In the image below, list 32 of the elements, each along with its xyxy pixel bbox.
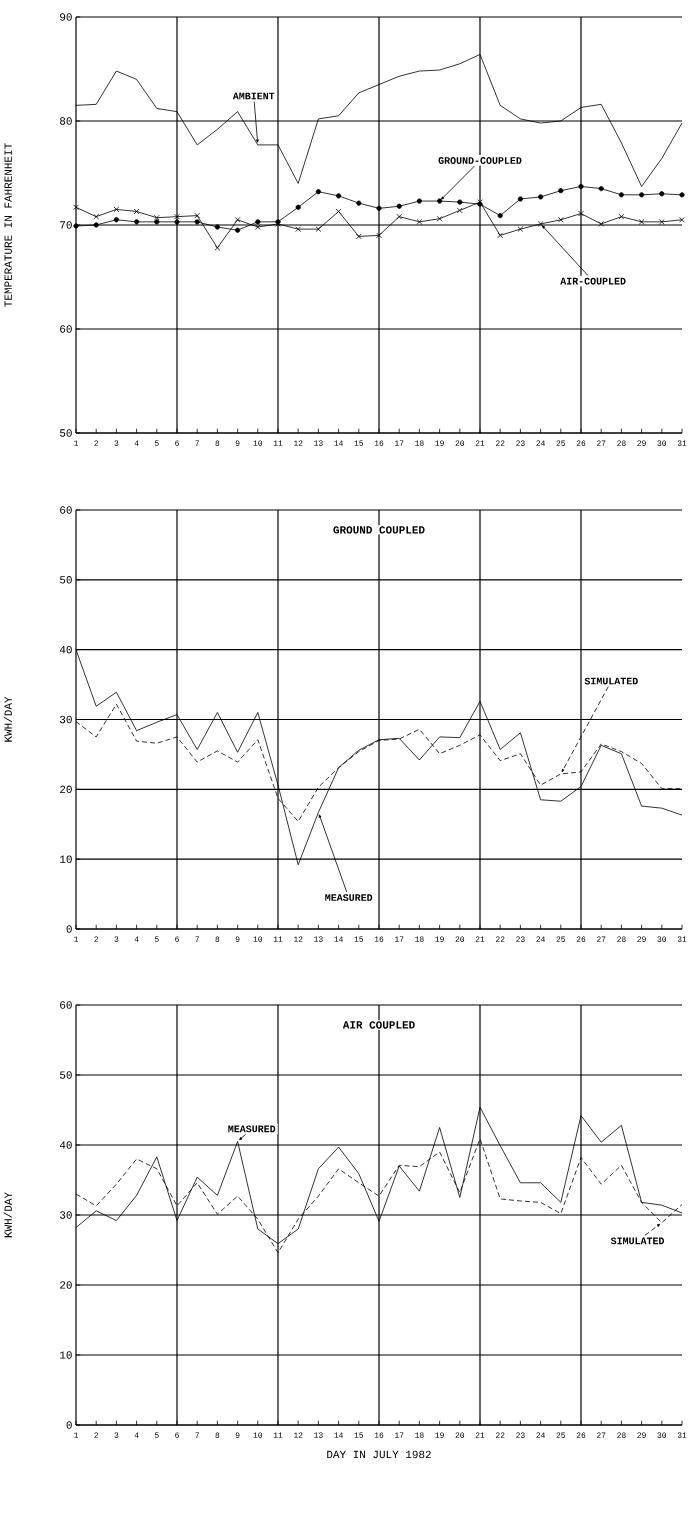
- y-tick-label: 20: [60, 1281, 72, 1289]
- y-tick-label: 10: [60, 855, 72, 863]
- text: MEASURED: [325, 894, 373, 901]
- y-tick-label: 60: [60, 506, 72, 514]
- y-tick-label: 10: [60, 1351, 72, 1359]
- series-label: AMBIENT: [232, 92, 275, 100]
- y-axis-title: TEMPERATURE IN FAHRENHEIT: [4, 143, 12, 307]
- series-label: MEASURED: [228, 1125, 276, 1133]
- y-tick-label: 40: [59, 1141, 72, 1149]
- y-tick-label: 30: [60, 715, 72, 724]
- text: GROUND COUPLED: [333, 526, 425, 534]
- y-tick-label: 40: [59, 645, 72, 654]
- text: AIR-COUPLED: [560, 277, 626, 285]
- text: GROUND-COUPLED: [438, 157, 522, 164]
- y-tick-label: 90: [60, 13, 72, 21]
- text: AIR COUPLED: [342, 1021, 415, 1029]
- legend-label: SIMULATED: [610, 1237, 665, 1245]
- y-tick-label: 0: [66, 1421, 72, 1429]
- y-tick-label: 30: [60, 1211, 72, 1219]
- y-axis-title: KWH/DAY: [3, 696, 12, 742]
- x-axis-title: DAY IN JULY 1982: [327, 1450, 431, 1459]
- y-tick-label: 50: [60, 576, 72, 584]
- text: SIMULATED: [584, 677, 638, 685]
- y-tick-label: 50: [60, 429, 72, 437]
- y-tick-label: 50: [60, 1071, 72, 1079]
- y-tick-label: 60: [60, 325, 72, 333]
- y-axis-title: KWH/DAY: [3, 1192, 12, 1238]
- y-tick-label: 80: [60, 117, 72, 125]
- y-tick-label: 0: [66, 925, 72, 933]
- y-tick-label: 20: [60, 785, 72, 794]
- y-tick-label: 70: [60, 221, 72, 229]
- y-tick-label: 60: [60, 1001, 72, 1009]
